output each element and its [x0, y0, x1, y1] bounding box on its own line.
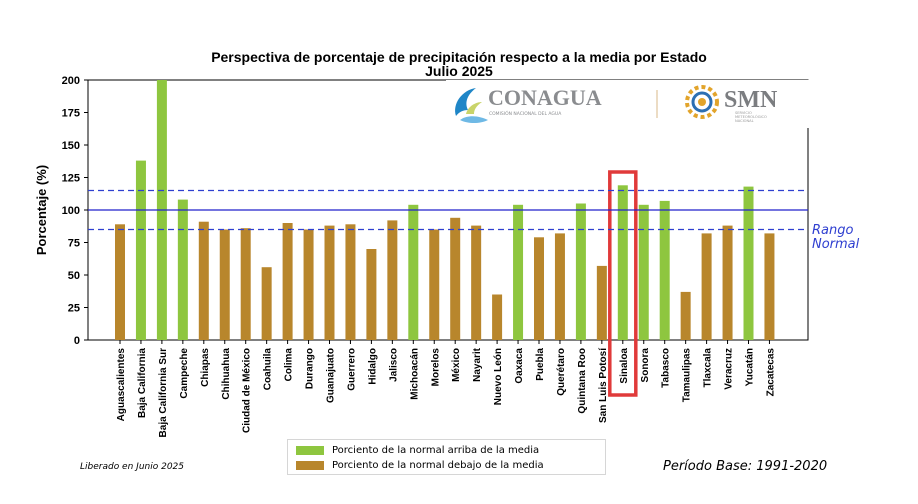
- x-tick-label: Durango: [305, 348, 316, 389]
- x-tick-label: Hidalgo: [367, 348, 378, 385]
- bar: [345, 224, 356, 340]
- bar: [659, 200, 670, 340]
- bar: [701, 233, 712, 340]
- chart-subtitle: Julio 2025: [425, 63, 493, 79]
- x-tick-label: Nuevo León: [493, 348, 504, 405]
- x-tick-label: Colima: [284, 348, 295, 382]
- x-tick-label: Michoacán: [409, 348, 420, 400]
- smn-subtitle-3: NACIONAL: [735, 119, 754, 123]
- x-tick-label: Jalisco: [388, 348, 399, 382]
- bar: [324, 225, 335, 340]
- bar: [617, 185, 628, 340]
- bar: [513, 204, 524, 340]
- legend-swatch-above: [296, 445, 324, 455]
- bar: [219, 229, 230, 340]
- bar: [429, 229, 440, 340]
- legend-item-above: Porciento de la normal arriba de la medi…: [296, 443, 539, 457]
- bar: [177, 199, 188, 340]
- chart-title: Perspectiva de porcentaje de precipitaci…: [211, 49, 707, 65]
- logo-banner: CONAGUA COMISIÓN NACIONAL DEL AGUA SMN S…: [446, 80, 812, 128]
- y-tick-label: 100: [62, 205, 80, 217]
- x-tick-label: Baja California: [137, 348, 148, 418]
- conagua-name: CONAGUA: [488, 85, 602, 110]
- bar: [450, 217, 461, 340]
- x-tick-label: Guerrero: [346, 348, 357, 391]
- x-tick-label: Veracruz: [724, 348, 735, 390]
- bar: [554, 233, 565, 340]
- x-tick-label: Yucatán: [745, 348, 756, 386]
- x-tick-label: Zacatecas: [765, 348, 776, 397]
- bar: [722, 225, 733, 340]
- bar: [387, 220, 398, 340]
- bar: [261, 267, 272, 340]
- y-tick-label: 175: [62, 108, 80, 120]
- x-tick-label: Campeche: [179, 348, 190, 399]
- x-tick-label: Tabasco: [661, 348, 672, 388]
- x-tick-label: Tlaxcala: [703, 348, 714, 388]
- x-tick-label: Oaxaca: [514, 348, 525, 384]
- legend-label-below: Porciento de la normal debajo de la medi…: [332, 459, 544, 471]
- x-tick-label: Ciudad de México: [242, 348, 253, 433]
- y-tick-label: 200: [62, 75, 80, 87]
- smn-logo-icon: [685, 85, 719, 119]
- conagua-logo-icon: [455, 88, 488, 123]
- bar: [638, 204, 649, 340]
- y-tick-label: 150: [62, 140, 80, 152]
- range-label-1: Rango: [812, 223, 853, 238]
- y-tick-label: 0: [74, 335, 80, 347]
- x-tick-label: Sonora: [640, 348, 651, 383]
- bar: [366, 249, 377, 340]
- bar: [764, 233, 775, 340]
- bar: [471, 225, 482, 340]
- bar: [743, 186, 754, 340]
- bar: [596, 265, 607, 340]
- x-tick-label: Nayarit: [472, 347, 483, 382]
- y-tick-label: 75: [68, 238, 80, 250]
- release-note: Liberado en Junio 2025: [80, 462, 184, 472]
- x-tick-label: Aguascalientes: [116, 348, 127, 422]
- bar: [575, 203, 586, 340]
- y-tick-label: 125: [62, 173, 80, 185]
- x-tick-label: Tamaulipas: [682, 348, 693, 403]
- x-tick-label: Chiapas: [200, 348, 211, 387]
- logos: CONAGUA COMISIÓN NACIONAL DEL AGUA SMN S…: [455, 85, 778, 123]
- bar: [115, 224, 125, 340]
- bar: [534, 237, 544, 340]
- x-tick-label: México: [451, 348, 462, 382]
- x-tick-label: Coahuila: [263, 348, 274, 391]
- base-period: Período Base: 1991-2020: [663, 459, 828, 474]
- bar: [492, 294, 503, 340]
- legend-swatch-below: [296, 460, 324, 470]
- conagua-subtitle: COMISIÓN NACIONAL DEL AGUA: [489, 110, 562, 117]
- legend: Porciento de la normal arriba de la medi…: [287, 439, 606, 475]
- range-label-2: Normal: [812, 237, 860, 252]
- bar: [282, 223, 293, 340]
- x-tick-label: Querétaro: [556, 348, 567, 396]
- bar: [240, 228, 251, 340]
- bar: [408, 204, 419, 340]
- smn-subtitle-1: SERVICIO: [735, 111, 752, 115]
- x-tick-label: Quintana Roo: [577, 348, 588, 414]
- y-axis-label: Porcentaje (%): [34, 165, 49, 255]
- x-tick-label: San Luis Potosí: [598, 347, 609, 423]
- x-tick-label: Guanajuato: [326, 348, 337, 403]
- bar: [198, 221, 209, 340]
- bar: [303, 229, 314, 340]
- x-tick-label: Chihuahua: [221, 348, 232, 400]
- x-tick-label: Sinaloa: [619, 348, 630, 384]
- x-tick-label: Baja California Sur: [158, 348, 169, 438]
- x-tick-label: Puebla: [535, 348, 546, 381]
- smn-name: SMN: [724, 87, 778, 113]
- y-tick-label: 25: [68, 303, 80, 315]
- legend-item-below: Porciento de la normal debajo de la medi…: [296, 458, 544, 472]
- bar: [680, 291, 691, 340]
- smn-subtitle-2: METEOROLÓGICO: [735, 114, 767, 119]
- bar: [135, 160, 146, 340]
- highlight-box: [608, 170, 638, 397]
- y-tick-label: 50: [68, 270, 80, 282]
- legend-label-above: Porciento de la normal arriba de la medi…: [332, 444, 540, 456]
- x-tick-label: Morelos: [430, 348, 441, 387]
